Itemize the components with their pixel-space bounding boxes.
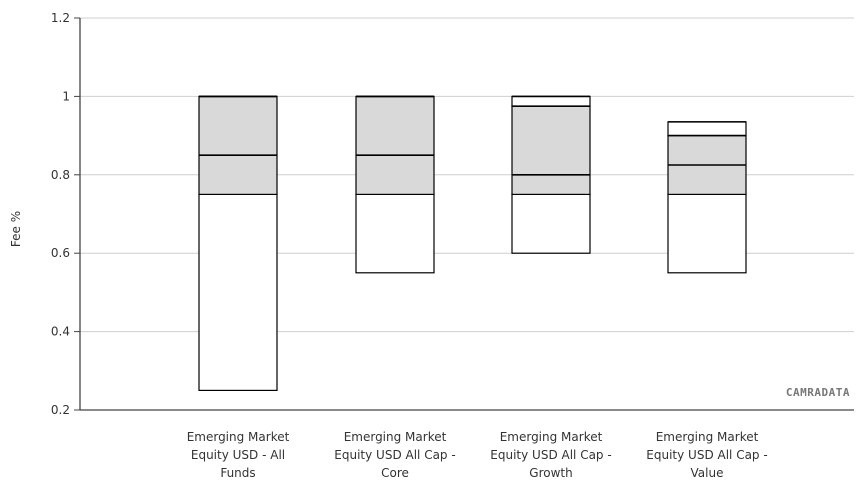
y-tick-label: 0.6 (51, 246, 70, 260)
box-interquartile (511, 105, 591, 195)
watermark-text: CAMRADATA (786, 386, 850, 399)
category-label: Emerging Market Equity USD - All Funds (187, 430, 290, 480)
y-tick-label: 0.8 (51, 168, 70, 182)
box-lower-range (198, 193, 278, 391)
y-tick-labels: 0.2 0.4 0.6 0.8 1 1.2 (51, 11, 70, 417)
y-tick-label: 0.2 (51, 403, 70, 417)
category-label-line: Growth (529, 466, 572, 480)
box-1 (198, 95, 278, 391)
category-label: Emerging Market Equity USD All Cap - Core (334, 430, 455, 480)
category-labels: Emerging Market Equity USD - All FundsEmer… (187, 430, 768, 480)
category-label-line: Value (691, 466, 724, 480)
box-lower-range (511, 193, 591, 254)
box-2 (355, 95, 435, 274)
y-tick-label: 0.4 (51, 325, 70, 339)
category-label: Emerging Market Equity USD All Cap - Growt… (490, 430, 611, 480)
box-lower-range (667, 193, 747, 274)
axes (79, 18, 854, 411)
category-label-line: Equity USD All Cap - (490, 448, 611, 462)
box-4 (667, 121, 747, 274)
category-label-line: Emerging Market (344, 430, 447, 444)
box-interquartile (355, 95, 435, 196)
box-lower-range (355, 193, 435, 274)
category-label-line: Emerging Market (187, 430, 290, 444)
category-label-line: Core (381, 466, 409, 480)
box-upper-range (511, 95, 591, 107)
category-label-line: Emerging Market (500, 430, 603, 444)
category-label-line: Equity USD All Cap - (334, 448, 455, 462)
box-upper-range (667, 121, 747, 137)
y-axis-title: Fee % (9, 211, 23, 247)
boxes (198, 95, 747, 391)
category-label-line: Equity USD All Cap - (646, 448, 767, 462)
category-label-line: Equity USD - All (191, 448, 285, 462)
box-interquartile (198, 95, 278, 196)
category-label-line: Emerging Market (656, 430, 759, 444)
y-tick-label: 1.2 (51, 11, 70, 25)
box-3 (511, 95, 591, 254)
y-tick-label: 1 (62, 89, 70, 103)
category-label-line: Funds (220, 466, 255, 480)
category-label: Emerging Market Equity USD All Cap - Value (646, 430, 767, 480)
